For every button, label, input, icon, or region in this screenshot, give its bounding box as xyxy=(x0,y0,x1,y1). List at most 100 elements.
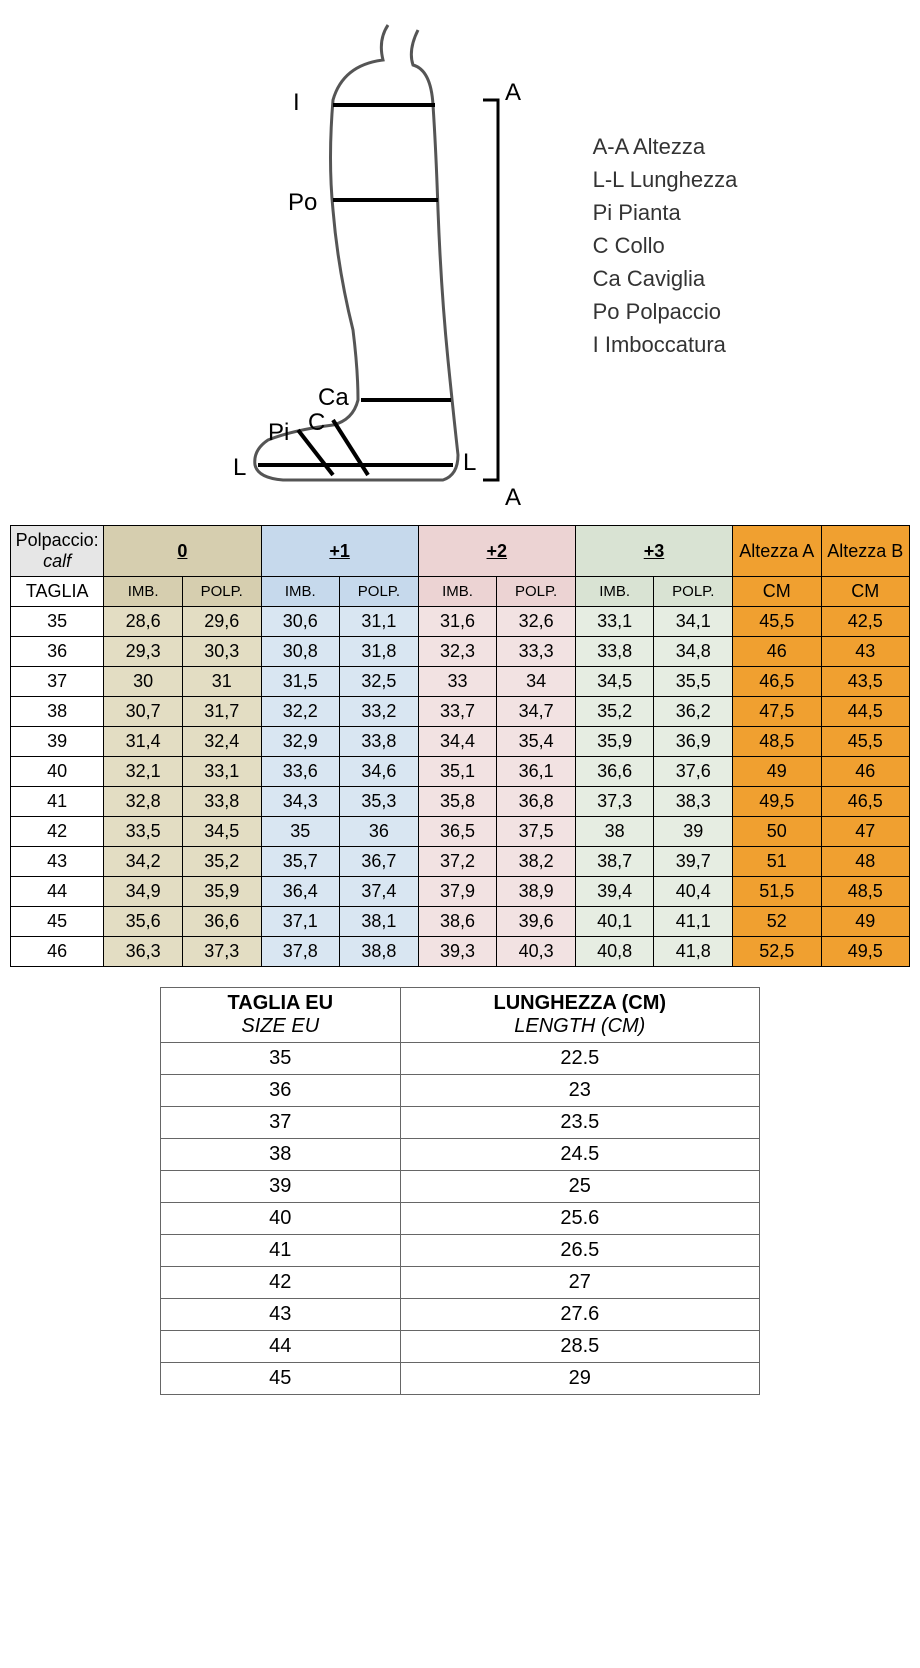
group-3: +3 xyxy=(644,541,665,561)
value-cell: 33,3 xyxy=(497,637,576,667)
value-cell: 33,6 xyxy=(261,757,340,787)
boot-outline-svg: I A Po Ca C Pi L L A xyxy=(183,10,563,510)
value-cell: 39,4 xyxy=(575,877,654,907)
header-row-1: Polpaccio: calf 0 +1 +2 +3 Altezza A Alt… xyxy=(11,526,910,577)
label-L-left: L xyxy=(233,454,246,481)
value-cell: 34,2 xyxy=(104,847,183,877)
value-cell: 34,4 xyxy=(418,727,497,757)
legend-line: C Collo xyxy=(593,229,738,262)
value-cell: 35,6 xyxy=(104,907,183,937)
label-I: I xyxy=(293,89,300,116)
label-Po: Po xyxy=(288,189,317,216)
value-cell: 35,2 xyxy=(575,697,654,727)
value-cell: 38,8 xyxy=(340,937,419,967)
value-cell: 32,9 xyxy=(261,727,340,757)
length-row: 3824.5 xyxy=(161,1139,760,1171)
length-cell: 43 xyxy=(161,1299,401,1331)
length-table: TAGLIA EU SIZE EU LUNGHEZZA (CM) LENGTH … xyxy=(160,987,760,1395)
value-cell: 35,2 xyxy=(182,847,261,877)
size-cell: 44 xyxy=(11,877,104,907)
length-cell: 45 xyxy=(161,1363,401,1395)
table-row: 4535,636,637,138,138,639,640,141,15249 xyxy=(11,907,910,937)
altezza-a-cell: 48,5 xyxy=(733,727,821,757)
measurement-diagram: I A Po Ca C Pi L L A A-A Altezza L-L Lun… xyxy=(10,10,910,510)
size-cell: 39 xyxy=(11,727,104,757)
hdr-lunghezza: LUNGHEZZA (CM) xyxy=(401,992,759,1015)
value-cell: 31,4 xyxy=(104,727,183,757)
table-row: 4233,534,5353636,537,538395047 xyxy=(11,817,910,847)
value-cell: 32,4 xyxy=(182,727,261,757)
length-row: 4529 xyxy=(161,1363,760,1395)
length-cell: 23 xyxy=(400,1075,759,1107)
legend-line: Po Polpaccio xyxy=(593,295,738,328)
value-cell: 38,9 xyxy=(497,877,576,907)
value-cell: 30,7 xyxy=(104,697,183,727)
length-cell: 27 xyxy=(400,1267,759,1299)
value-cell: 32,1 xyxy=(104,757,183,787)
value-cell: 29,3 xyxy=(104,637,183,667)
value-cell: 33,2 xyxy=(340,697,419,727)
value-cell: 29,6 xyxy=(182,607,261,637)
value-cell: 33,5 xyxy=(104,817,183,847)
header-row-2: TAGLIA IMB.POLP. IMB.POLP. IMB.POLP. IMB… xyxy=(11,577,910,607)
value-cell: 34,1 xyxy=(654,607,733,637)
altezza-b-cell: 49,5 xyxy=(821,937,910,967)
size-cell: 41 xyxy=(11,787,104,817)
hdr-taglia: TAGLIA xyxy=(11,577,104,607)
value-cell: 39,6 xyxy=(497,907,576,937)
value-cell: 38,3 xyxy=(654,787,733,817)
hdr-taglia-eu: TAGLIA EU xyxy=(161,992,400,1015)
table-row: 37303131,532,5333434,535,546,543,5 xyxy=(11,667,910,697)
length-row: 3925 xyxy=(161,1171,760,1203)
value-cell: 38,6 xyxy=(418,907,497,937)
value-cell: 36,1 xyxy=(497,757,576,787)
table-row: 4334,235,235,736,737,238,238,739,75148 xyxy=(11,847,910,877)
value-cell: 31,5 xyxy=(261,667,340,697)
value-cell: 39 xyxy=(654,817,733,847)
value-cell: 37,3 xyxy=(575,787,654,817)
size-cell: 35 xyxy=(11,607,104,637)
label-C: C xyxy=(308,409,325,436)
length-cell: 35 xyxy=(161,1043,401,1075)
value-cell: 34,5 xyxy=(182,817,261,847)
value-cell: 31,8 xyxy=(340,637,419,667)
altezza-a-cell: 46,5 xyxy=(733,667,821,697)
altezza-b-cell: 48 xyxy=(821,847,910,877)
value-cell: 35,4 xyxy=(497,727,576,757)
table-row: 4636,337,337,838,839,340,340,841,852,549… xyxy=(11,937,910,967)
length-cell: 24.5 xyxy=(400,1139,759,1171)
value-cell: 36,4 xyxy=(261,877,340,907)
value-cell: 40,3 xyxy=(497,937,576,967)
value-cell: 37,8 xyxy=(261,937,340,967)
value-cell: 37,6 xyxy=(654,757,733,787)
altezza-b-cell: 43 xyxy=(821,637,910,667)
value-cell: 33,1 xyxy=(575,607,654,637)
altezza-a-cell: 52 xyxy=(733,907,821,937)
altezza-a-cell: 45,5 xyxy=(733,607,821,637)
length-cell: 44 xyxy=(161,1331,401,1363)
length-row: 4327.6 xyxy=(161,1299,760,1331)
length-cell: 41 xyxy=(161,1235,401,1267)
value-cell: 32,6 xyxy=(497,607,576,637)
label-L-right: L xyxy=(463,449,476,476)
value-cell: 34,6 xyxy=(340,757,419,787)
length-row: 4227 xyxy=(161,1267,760,1299)
value-cell: 28,6 xyxy=(104,607,183,637)
value-cell: 31,6 xyxy=(418,607,497,637)
value-cell: 30 xyxy=(104,667,183,697)
value-cell: 33,8 xyxy=(340,727,419,757)
value-cell: 35,3 xyxy=(340,787,419,817)
table-row: 4434,935,936,437,437,938,939,440,451,548… xyxy=(11,877,910,907)
value-cell: 41,8 xyxy=(654,937,733,967)
length-row: 3522.5 xyxy=(161,1043,760,1075)
value-cell: 33,8 xyxy=(182,787,261,817)
value-cell: 40,4 xyxy=(654,877,733,907)
legend-line: L-L Lunghezza xyxy=(593,163,738,196)
label-Ca: Ca xyxy=(318,384,349,411)
value-cell: 38,2 xyxy=(497,847,576,877)
altezza-a-cell: 46 xyxy=(733,637,821,667)
value-cell: 38,7 xyxy=(575,847,654,877)
altezza-b-cell: 45,5 xyxy=(821,727,910,757)
value-cell: 35,5 xyxy=(654,667,733,697)
length-cell: 37 xyxy=(161,1107,401,1139)
